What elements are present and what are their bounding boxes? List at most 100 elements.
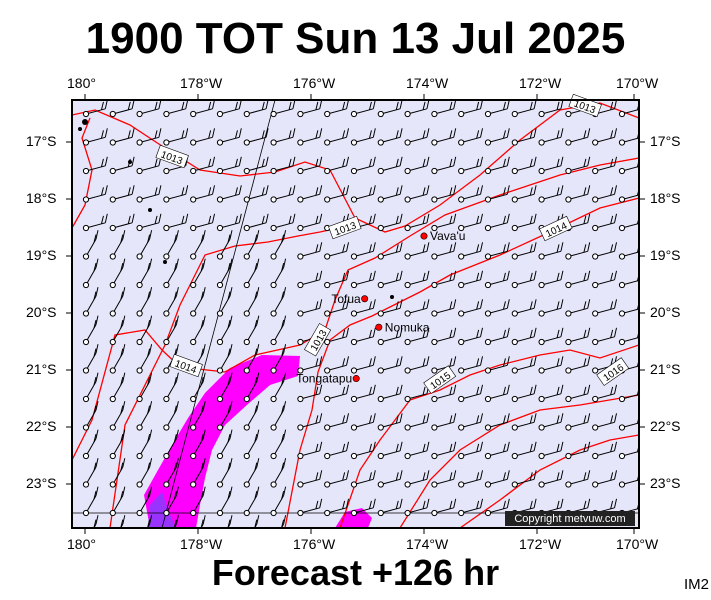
wind-barb [565,327,591,346]
wind-barb [270,344,287,374]
y-axis-left-label: 17°S [26,133,57,149]
wind-barb [377,413,403,431]
wind-barb [324,270,350,289]
wind-barb [511,413,537,431]
wind-barb [350,128,376,146]
wind-barb [565,356,591,374]
wind-barb [243,458,260,488]
wind-barb [324,356,350,374]
wind-barb [163,185,189,203]
wind-barb [538,100,564,118]
wind-barb [565,441,591,460]
wind-barb [565,156,591,175]
wind-barb [216,344,233,374]
wind-barb [82,156,108,175]
wind-barb [216,258,233,289]
chart-title: 1900 TOT Sun 13 Jul 2025 [85,14,626,63]
wind-barb [511,327,537,346]
wind-barb [404,213,430,232]
wind-barb [511,156,537,175]
wind-barb [190,258,206,289]
wind-barb [216,213,242,232]
wind-barb [324,413,350,431]
wind-barb [163,315,179,346]
wind-barb [404,470,430,488]
wind-barb [458,128,484,146]
wind-barb [592,270,618,289]
wind-barb [484,270,510,289]
wind-barb [458,156,484,175]
wind-barb [82,344,99,374]
wind-barb [163,372,179,403]
wind-barb [243,258,260,289]
wind-barb [377,498,403,517]
wind-barb [615,527,618,528]
wind-barb [109,486,126,517]
wind-barb [404,156,430,175]
y-axis-right-label: 18°S [650,190,681,206]
copyright-text: Copyright metvuw.com [514,513,625,525]
x-axis-top-label: 176°W [293,75,336,91]
wind-barb [324,498,350,517]
wind-barb [377,299,403,317]
y-axis-right-label: 21°S [650,361,681,377]
wind-barb [243,100,269,118]
wind-barb [190,287,206,317]
wind-barb [350,441,376,460]
wind-barb [401,527,403,528]
wind-barb [511,242,537,260]
wind-barb [592,299,618,317]
wind-barb [484,156,510,175]
wind-barb [404,413,430,431]
wind-barb [297,213,323,232]
wind-barb [565,185,591,203]
y-axis-left-label: 18°S [26,190,57,206]
wind-barb [243,372,260,403]
wind-barb [404,441,430,460]
wind-barb [297,270,323,289]
wind-barb [190,230,206,260]
islands [78,119,394,299]
wind-barb [592,441,618,460]
y-axis-left-label: 23°S [26,475,57,491]
wind-barb [190,372,206,403]
forecast-label: Forecast +126 hr [211,552,500,593]
wind-barb [350,156,376,175]
wind-barb [484,384,510,403]
wind-barb [374,527,376,528]
wind-barb [136,258,153,289]
wind-barb [163,128,189,146]
wind-barb [190,156,216,175]
wind-barb [565,128,591,146]
x-axis-bottom-label: 172°W [519,536,562,552]
wind-barb [565,413,591,431]
wind-barb [484,299,510,317]
wind-barb [458,213,484,232]
wind-barb [324,185,350,203]
wind-barb [82,213,108,232]
wind-barb [538,470,564,488]
wind-barb [136,100,162,118]
wind-barb [243,315,260,346]
wind-barb [431,356,457,374]
wind-barb [538,156,564,175]
wind-barb [82,100,108,118]
wind-barb [270,100,296,118]
wind-barb [216,128,242,146]
place-name: Vava'u [430,229,465,243]
wind-barb [243,486,260,517]
wind-barb [431,327,457,346]
axis-ticks [66,94,645,534]
wind-barb [431,498,457,517]
wind-barb [324,156,350,175]
place-name: Tofua [331,292,361,306]
wind-barb [484,242,510,260]
wind-barb [431,185,457,203]
wind-barb [458,470,484,488]
wind-barb [565,270,591,289]
wind-barb [136,230,153,260]
wind-barb [377,128,403,146]
wind-barb [163,458,179,488]
wind-barb [538,356,564,374]
